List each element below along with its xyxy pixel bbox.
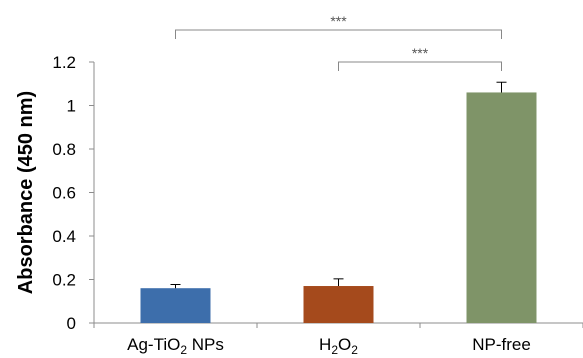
significance-bracket xyxy=(338,61,502,71)
significance-label: *** xyxy=(412,45,429,61)
y-axis-label: Absorbance (450 nm) xyxy=(15,91,37,294)
error-bars xyxy=(170,81,507,289)
significance-label: *** xyxy=(330,13,347,29)
x-tick-label: Ag-TiO2 NPs xyxy=(127,335,224,357)
x-tick-label: NP-free xyxy=(472,335,531,354)
y-ticks: 0 0.2 0.4 0.6 0.8 1 1.2 xyxy=(52,53,94,333)
y-tick-label: 1.2 xyxy=(52,53,76,72)
bar xyxy=(140,288,211,323)
bars xyxy=(140,92,537,323)
y-tick-label: 1 xyxy=(67,97,76,116)
y-tick-label: 0.6 xyxy=(52,184,76,203)
significance-brackets: *** *** xyxy=(175,13,502,71)
bar xyxy=(303,286,374,323)
y-tick-label: 0.4 xyxy=(52,227,76,246)
x-tick-label: H2O2 xyxy=(319,335,358,357)
bar xyxy=(466,92,537,323)
significance-bracket xyxy=(175,29,502,39)
y-tick-label: 0.2 xyxy=(52,271,76,290)
y-tick-label: 0 xyxy=(67,314,76,333)
y-tick-label: 0.8 xyxy=(52,140,76,159)
x-tick-labels: Ag-TiO2 NPs H2O2 NP-free xyxy=(127,335,531,357)
